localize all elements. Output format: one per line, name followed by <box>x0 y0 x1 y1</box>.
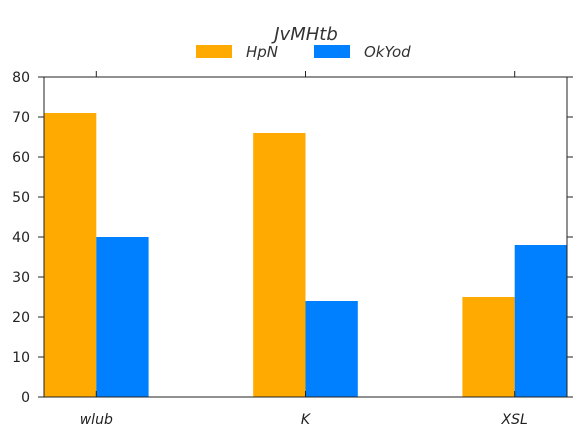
bar-okyod-wlub <box>96 237 149 397</box>
y-tick-label: 10 <box>12 350 30 366</box>
bar-hpn-wlub <box>44 113 97 397</box>
x-tick-label: wlub <box>80 412 113 428</box>
y-axis-ticks: 0 10 20 30 40 50 60 70 80 <box>12 70 573 406</box>
bar-hpn-xsl <box>462 297 515 397</box>
y-tick-label: 70 <box>12 110 30 126</box>
legend-label-okyod: OkYod <box>364 43 411 61</box>
x-axis-ticks: wlub K XSL <box>80 71 528 428</box>
y-tick-label: 80 <box>12 70 30 86</box>
y-tick-label: 40 <box>12 230 30 246</box>
y-tick-label: 50 <box>12 190 30 206</box>
y-tick-label: 20 <box>12 310 30 326</box>
y-tick-label: 30 <box>12 270 30 286</box>
y-tick-label: 0 <box>21 390 30 406</box>
legend-label-hpn: HpN <box>246 43 278 61</box>
plot-frame <box>43 76 568 398</box>
x-tick-label: XSL <box>501 412 528 428</box>
x-tick-label: K <box>301 412 312 428</box>
bar-okyod-xsl <box>514 245 567 397</box>
bar-hpn-k <box>253 133 306 397</box>
legend-swatch-hpn <box>196 45 232 58</box>
bar-okyod-k <box>305 301 358 397</box>
legend: HpN OkYod <box>196 43 411 61</box>
bars-group <box>44 113 567 397</box>
chart-title: JvMHtb <box>271 24 338 45</box>
legend-swatch-okyod <box>314 45 350 58</box>
y-tick-label: 60 <box>12 150 30 166</box>
